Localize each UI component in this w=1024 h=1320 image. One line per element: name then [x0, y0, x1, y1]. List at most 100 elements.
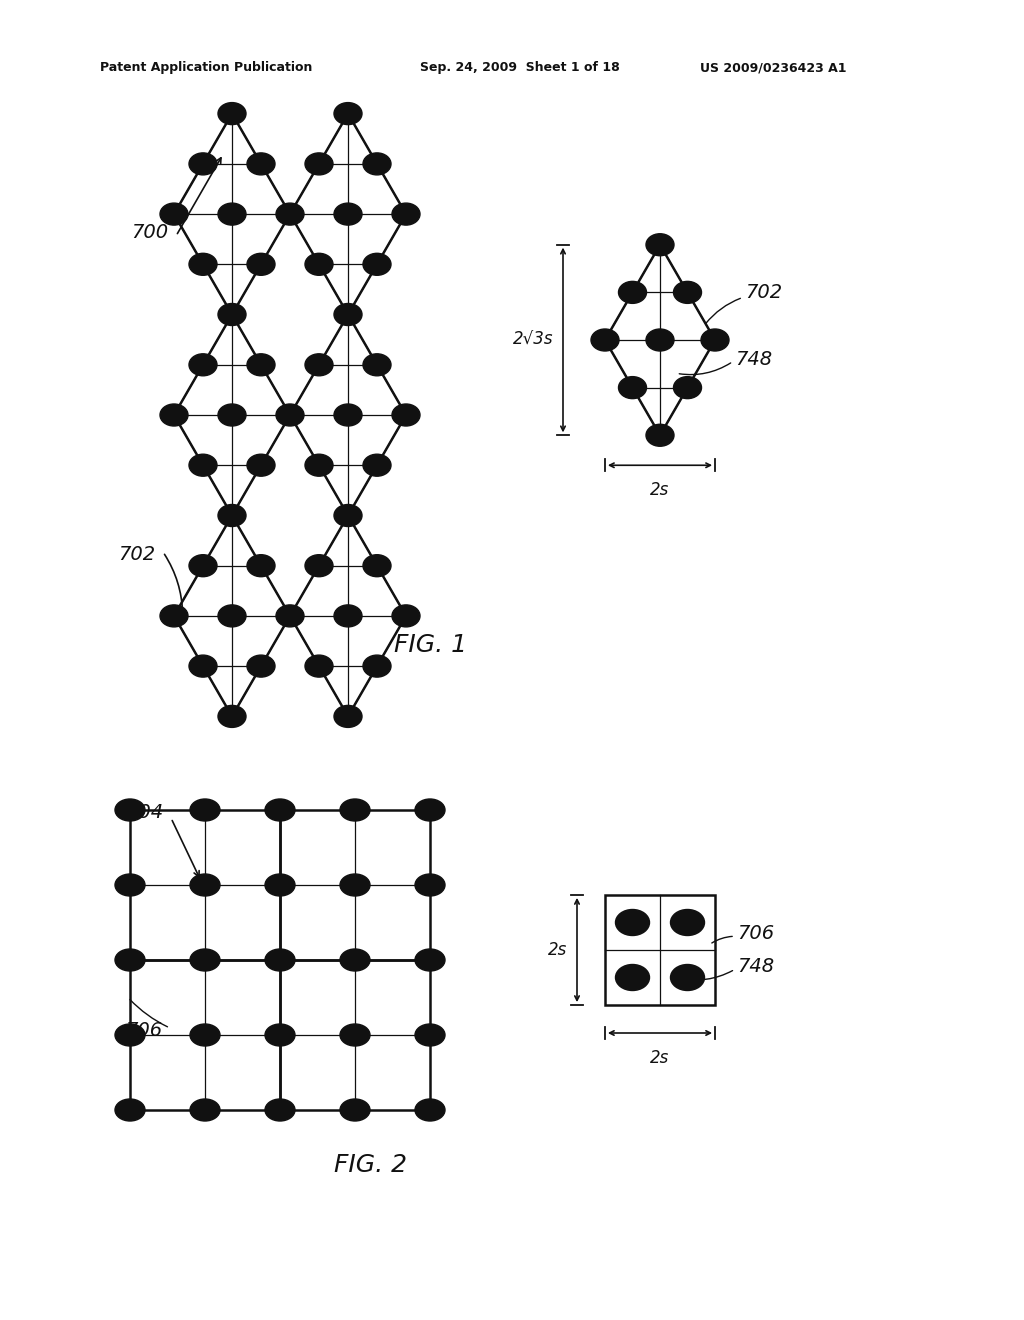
Ellipse shape	[591, 329, 618, 351]
Ellipse shape	[247, 454, 275, 477]
Ellipse shape	[340, 1100, 370, 1121]
Ellipse shape	[340, 799, 370, 821]
Text: 2s: 2s	[650, 1049, 670, 1067]
Ellipse shape	[362, 354, 391, 376]
Bar	[130, 810, 280, 960]
Text: 748: 748	[737, 957, 774, 975]
Ellipse shape	[265, 949, 295, 972]
Text: 704: 704	[126, 803, 163, 821]
Ellipse shape	[247, 153, 275, 176]
Text: 706: 706	[125, 1020, 162, 1040]
Ellipse shape	[674, 376, 701, 399]
Text: 700: 700	[131, 223, 168, 242]
Bar	[280, 960, 430, 1110]
Ellipse shape	[392, 203, 420, 226]
Ellipse shape	[247, 253, 275, 276]
Ellipse shape	[334, 605, 362, 627]
Ellipse shape	[190, 949, 220, 972]
Ellipse shape	[362, 454, 391, 477]
Text: 2s: 2s	[650, 482, 670, 499]
Ellipse shape	[189, 354, 217, 376]
Text: US 2009/0236423 A1: US 2009/0236423 A1	[700, 62, 847, 74]
Ellipse shape	[701, 329, 729, 351]
Ellipse shape	[671, 909, 705, 936]
Ellipse shape	[415, 874, 445, 896]
Ellipse shape	[218, 504, 246, 527]
Ellipse shape	[392, 404, 420, 426]
Ellipse shape	[334, 705, 362, 727]
Ellipse shape	[334, 203, 362, 226]
Text: Patent Application Publication: Patent Application Publication	[100, 62, 312, 74]
Text: FIG. 1: FIG. 1	[393, 634, 467, 657]
Ellipse shape	[265, 1100, 295, 1121]
Ellipse shape	[189, 253, 217, 276]
Ellipse shape	[340, 1024, 370, 1045]
Bar	[605, 895, 715, 1005]
Ellipse shape	[646, 424, 674, 446]
Ellipse shape	[618, 281, 646, 304]
Ellipse shape	[247, 354, 275, 376]
Text: 706: 706	[737, 924, 774, 942]
Ellipse shape	[115, 949, 145, 972]
Ellipse shape	[415, 1024, 445, 1045]
Ellipse shape	[160, 404, 188, 426]
Ellipse shape	[189, 655, 217, 677]
Ellipse shape	[305, 554, 333, 577]
Ellipse shape	[674, 281, 701, 304]
Ellipse shape	[189, 554, 217, 577]
Ellipse shape	[305, 655, 333, 677]
Ellipse shape	[340, 949, 370, 972]
Text: FIG. 2: FIG. 2	[334, 1152, 407, 1177]
Ellipse shape	[671, 965, 705, 990]
Ellipse shape	[160, 605, 188, 627]
Ellipse shape	[362, 253, 391, 276]
Text: Sep. 24, 2009  Sheet 1 of 18: Sep. 24, 2009 Sheet 1 of 18	[420, 62, 620, 74]
Ellipse shape	[276, 404, 304, 426]
Ellipse shape	[334, 404, 362, 426]
Ellipse shape	[189, 454, 217, 477]
Ellipse shape	[265, 799, 295, 821]
Ellipse shape	[340, 874, 370, 896]
Ellipse shape	[305, 253, 333, 276]
Ellipse shape	[190, 874, 220, 896]
Ellipse shape	[305, 153, 333, 176]
Ellipse shape	[415, 1100, 445, 1121]
Ellipse shape	[646, 234, 674, 256]
Bar	[130, 960, 280, 1110]
Text: 2s: 2s	[548, 941, 567, 960]
Ellipse shape	[362, 655, 391, 677]
Ellipse shape	[362, 153, 391, 176]
Ellipse shape	[618, 376, 646, 399]
Text: 702: 702	[745, 282, 782, 302]
Ellipse shape	[415, 949, 445, 972]
Ellipse shape	[646, 329, 674, 351]
Ellipse shape	[615, 965, 649, 990]
Bar	[280, 810, 430, 960]
Ellipse shape	[190, 799, 220, 821]
Ellipse shape	[218, 605, 246, 627]
Ellipse shape	[218, 404, 246, 426]
Ellipse shape	[276, 203, 304, 226]
Ellipse shape	[190, 1100, 220, 1121]
Ellipse shape	[415, 799, 445, 821]
Ellipse shape	[305, 454, 333, 477]
Ellipse shape	[115, 1024, 145, 1045]
Ellipse shape	[160, 203, 188, 226]
Ellipse shape	[115, 799, 145, 821]
Ellipse shape	[189, 153, 217, 176]
Ellipse shape	[115, 1100, 145, 1121]
Ellipse shape	[190, 1024, 220, 1045]
Ellipse shape	[218, 705, 246, 727]
Text: 2√3s: 2√3s	[512, 331, 553, 348]
Ellipse shape	[115, 874, 145, 896]
Ellipse shape	[247, 554, 275, 577]
Ellipse shape	[265, 1024, 295, 1045]
Ellipse shape	[334, 504, 362, 527]
Ellipse shape	[247, 655, 275, 677]
Ellipse shape	[362, 554, 391, 577]
Ellipse shape	[265, 874, 295, 896]
Ellipse shape	[334, 304, 362, 326]
Text: 748: 748	[735, 350, 772, 368]
Ellipse shape	[305, 354, 333, 376]
Ellipse shape	[615, 909, 649, 936]
